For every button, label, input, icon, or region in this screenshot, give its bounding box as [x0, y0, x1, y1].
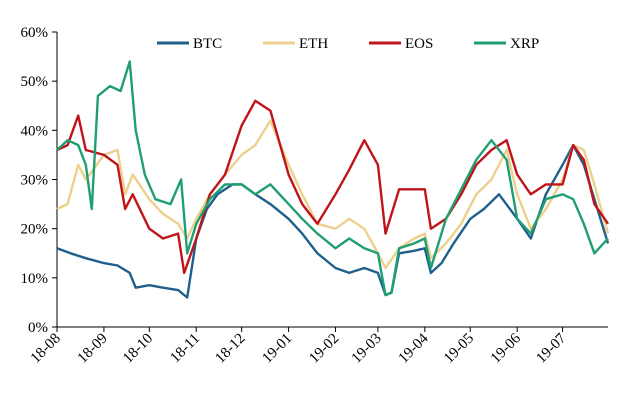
- series-line-xrp: [56, 60, 609, 297]
- y-tick-label: 0%: [28, 320, 48, 336]
- series-line-eos: [56, 99, 609, 275]
- x-tick-label: 18-09: [75, 331, 111, 367]
- x-tick-label: 19-04: [396, 330, 432, 366]
- x-tick-label: 18-11: [167, 331, 203, 367]
- x-tick-label: 18-10: [120, 331, 156, 367]
- x-tick-label: 19-03: [349, 331, 385, 367]
- y-tick-label: 10%: [21, 271, 49, 287]
- x-tick-label: 19-07: [533, 330, 569, 366]
- chart-legend: BTC ETH EOS XRP: [157, 36, 539, 52]
- chart-axes: 0%10%20%30%40%50%60%18-08 18-09 18-10 18-11…: [21, 25, 608, 367]
- series-line-btc: [56, 143, 610, 299]
- legend-label-btc: BTC: [193, 36, 222, 52]
- y-tick-label: 30%: [21, 173, 49, 189]
- x-tick-label: 19-01: [259, 331, 295, 367]
- series-line-eth: [56, 119, 610, 270]
- y-tick-label: 40%: [21, 123, 49, 139]
- x-tick-label: 19-02: [306, 331, 342, 367]
- legend-label-xrp: XRP: [510, 36, 539, 52]
- y-tick-label: 60%: [21, 25, 49, 41]
- x-tick-label: 19-06: [488, 330, 524, 366]
- legend-label-eth: ETH: [299, 36, 328, 52]
- y-tick-label: 50%: [21, 74, 49, 90]
- x-tick-label: 19-05: [441, 331, 477, 367]
- legend-label-eos: EOS: [405, 36, 433, 52]
- chart-series: [56, 60, 610, 299]
- x-tick-label: 18-12: [212, 331, 248, 367]
- y-tick-label: 20%: [21, 222, 49, 238]
